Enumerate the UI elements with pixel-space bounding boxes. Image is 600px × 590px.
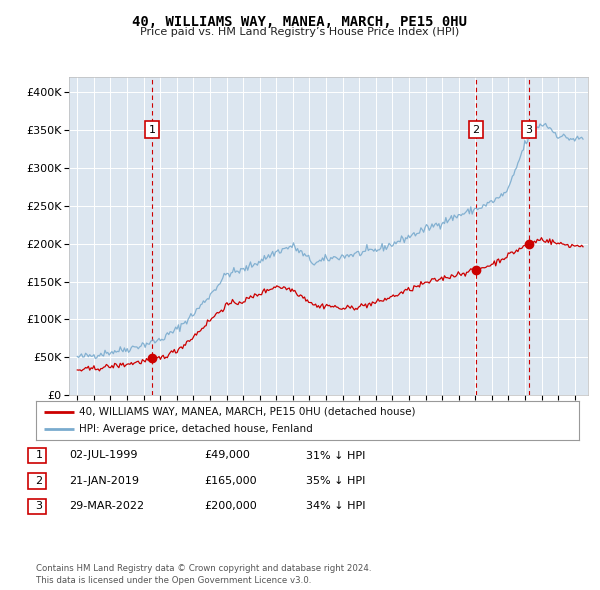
Text: 2: 2	[35, 476, 43, 486]
Text: 40, WILLIAMS WAY, MANEA, MARCH, PE15 0HU (detached house): 40, WILLIAMS WAY, MANEA, MARCH, PE15 0HU…	[79, 407, 416, 417]
Text: 02-JUL-1999: 02-JUL-1999	[69, 451, 137, 460]
Text: 29-MAR-2022: 29-MAR-2022	[69, 502, 144, 511]
Text: Contains HM Land Registry data © Crown copyright and database right 2024.
This d: Contains HM Land Registry data © Crown c…	[36, 565, 371, 585]
Text: 35% ↓ HPI: 35% ↓ HPI	[306, 476, 365, 486]
Text: 1: 1	[148, 125, 155, 135]
Text: 3: 3	[35, 502, 43, 511]
Text: Price paid vs. HM Land Registry’s House Price Index (HPI): Price paid vs. HM Land Registry’s House …	[140, 27, 460, 37]
Text: £200,000: £200,000	[204, 502, 257, 511]
Text: 1: 1	[35, 451, 43, 460]
Text: 31% ↓ HPI: 31% ↓ HPI	[306, 451, 365, 460]
Text: 21-JAN-2019: 21-JAN-2019	[69, 476, 139, 486]
Text: £165,000: £165,000	[204, 476, 257, 486]
Text: 2: 2	[473, 125, 479, 135]
Text: 34% ↓ HPI: 34% ↓ HPI	[306, 502, 365, 511]
Text: 40, WILLIAMS WAY, MANEA, MARCH, PE15 0HU: 40, WILLIAMS WAY, MANEA, MARCH, PE15 0HU	[133, 15, 467, 29]
Text: 3: 3	[526, 125, 533, 135]
Text: £49,000: £49,000	[204, 451, 250, 460]
Text: HPI: Average price, detached house, Fenland: HPI: Average price, detached house, Fenl…	[79, 424, 313, 434]
